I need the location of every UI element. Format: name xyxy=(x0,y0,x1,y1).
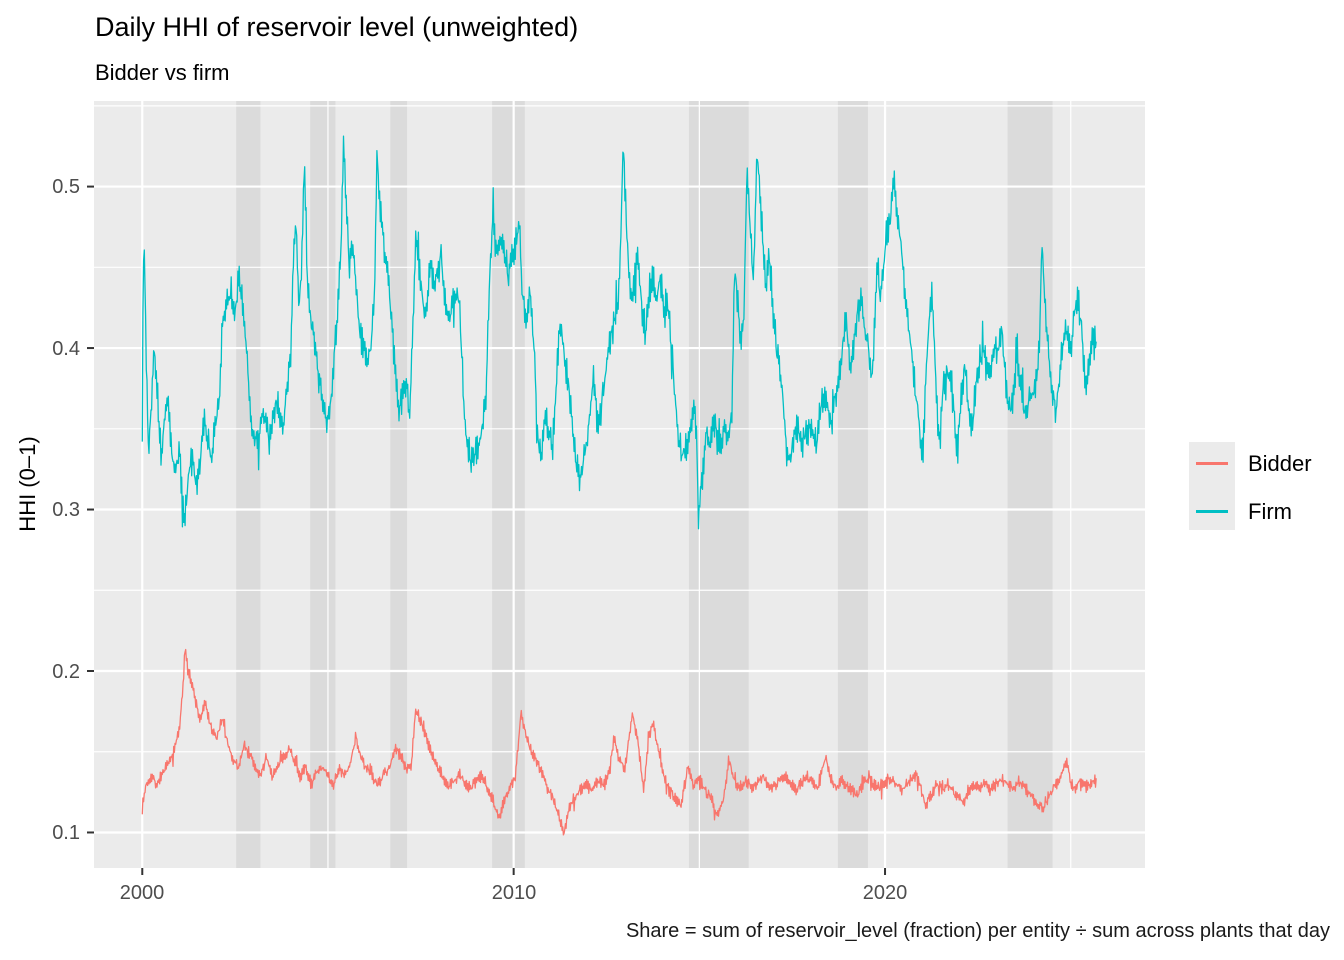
tick-marks-layer xyxy=(87,185,887,875)
x-tick-label-2020: 2020 xyxy=(862,882,908,904)
legend-key-line-bidder xyxy=(1196,462,1228,465)
legend-key-boxes xyxy=(1189,442,1235,530)
legend-key-line-firm xyxy=(1196,510,1228,513)
shaded-band xyxy=(390,101,408,868)
series-line-bidder xyxy=(141,648,1097,836)
shaded-band xyxy=(1007,101,1053,868)
y-tick-label-0.2: 0.2 xyxy=(52,661,80,683)
y-axis-title: HHI (0–1) xyxy=(15,436,40,532)
legend-label-bidder: Bidder xyxy=(1248,451,1312,476)
y-tick-label-0.5: 0.5 xyxy=(52,176,80,198)
y-tick-label-0.1: 0.1 xyxy=(52,822,80,844)
plot-subtitle: Bidder vs firm xyxy=(95,60,230,85)
panel-background xyxy=(94,101,1145,868)
plot-title: Daily HHI of reservoir level (unweighted… xyxy=(95,12,579,42)
plot-caption: Share = sum of reservoir_level (fraction… xyxy=(625,920,1330,942)
legend-label-firm: Firm xyxy=(1248,499,1292,524)
y-tick-label-0.3: 0.3 xyxy=(52,499,80,521)
shaded-band xyxy=(492,101,525,868)
y-tick-label-0.4: 0.4 xyxy=(52,338,80,360)
series-line-firm xyxy=(141,135,1097,530)
shaded-band xyxy=(310,101,336,868)
x-tick-label-2010: 2010 xyxy=(491,882,537,904)
shaded-band xyxy=(837,101,868,868)
shaded-band xyxy=(236,101,261,868)
x-tick-label-2000: 2000 xyxy=(119,882,165,904)
